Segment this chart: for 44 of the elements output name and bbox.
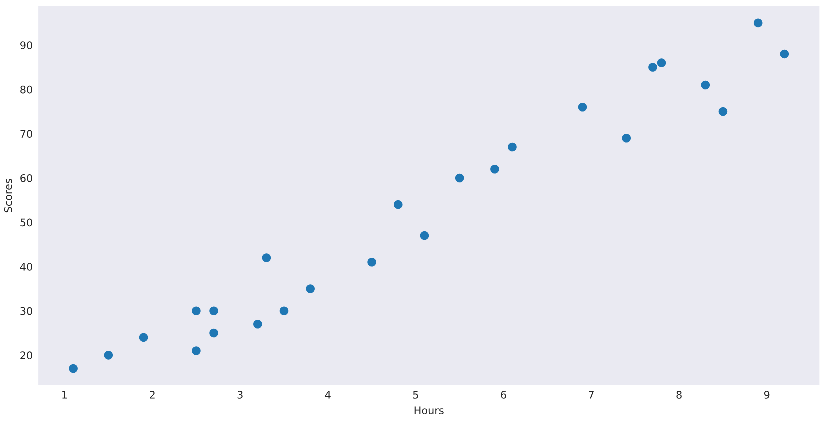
y-tick-label: 70	[20, 130, 32, 138]
point	[657, 58, 666, 68]
point	[780, 50, 790, 59]
x-tick-label: 4	[325, 391, 331, 399]
point	[368, 258, 376, 267]
x-tick-label: 6	[501, 391, 506, 399]
point	[754, 18, 763, 28]
x-tick-label: 1	[62, 391, 68, 399]
point	[139, 333, 148, 342]
x-tick-label: 7	[589, 391, 594, 399]
point	[490, 164, 500, 174]
point	[701, 80, 710, 90]
y-tick-label: 40	[20, 263, 32, 271]
point	[420, 231, 430, 240]
point	[254, 320, 262, 329]
y-tick-label: 30	[20, 307, 32, 316]
point	[192, 306, 201, 316]
point	[578, 102, 588, 112]
x-tick-label: 3	[238, 391, 243, 399]
point	[394, 200, 403, 210]
y-tick-label: 80	[20, 86, 32, 94]
y-tick-label: 20	[20, 352, 32, 360]
x-tick-label: 2	[150, 391, 155, 399]
x-tick-label: 8	[676, 391, 682, 399]
point	[718, 107, 728, 116]
x-tick-label: 9	[764, 391, 770, 399]
point	[455, 174, 464, 183]
point	[104, 351, 114, 360]
x-axis-title: Hours	[414, 406, 444, 415]
y-tick-label: 50	[20, 218, 32, 227]
y-tick-label: 90	[20, 42, 32, 50]
point	[508, 142, 517, 152]
y-tick-label: 60	[20, 174, 32, 182]
point	[306, 284, 315, 294]
point	[69, 364, 78, 374]
point	[622, 134, 632, 143]
point	[262, 254, 272, 262]
y-axis-title: Scores	[4, 179, 12, 213]
point	[192, 346, 201, 356]
point	[210, 306, 218, 316]
point	[648, 63, 658, 72]
x-tick-label: 5	[413, 391, 418, 399]
point	[210, 328, 218, 338]
point	[280, 306, 289, 316]
